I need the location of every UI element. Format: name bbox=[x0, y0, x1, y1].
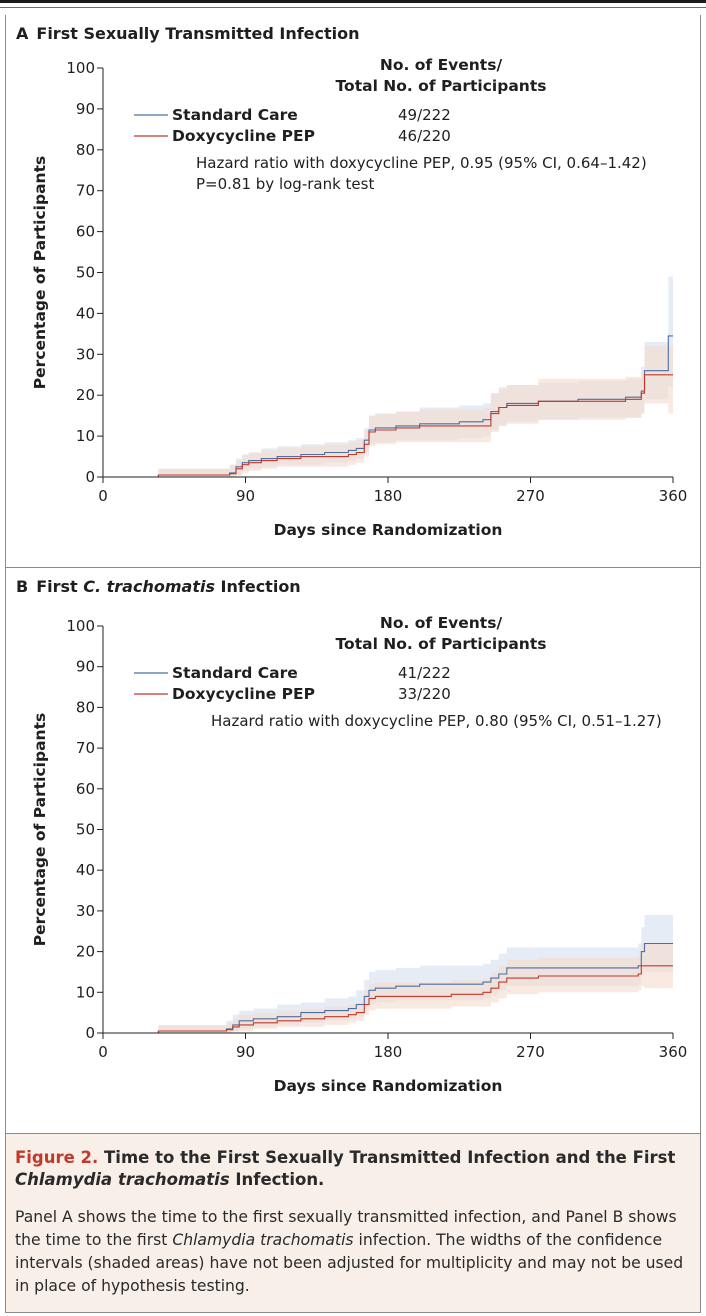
panel-a-line-standard-care bbox=[103, 335, 673, 478]
panel-a-line-doxycycline bbox=[103, 374, 673, 478]
panel-a-y-tick-label: 70 bbox=[76, 182, 95, 200]
panel-a-y-tick-label: 30 bbox=[76, 345, 95, 363]
panel-a-y-tick-label: 0 bbox=[85, 468, 95, 486]
panel-a-y-tick-label: 50 bbox=[76, 264, 95, 282]
panel-b-title: B First C. trachomatis Infection bbox=[16, 577, 301, 596]
panel-b-y-tick-label: 0 bbox=[85, 1024, 95, 1042]
panel-b-y-tick-label: 40 bbox=[76, 861, 95, 879]
panel-a-title-text: First Sexually Transmitted Infection bbox=[36, 24, 360, 43]
panel-a-hazard-ratio-text: Hazard ratio with doxycycline PEP, 0.95 … bbox=[196, 154, 647, 172]
panel-a-y-tick-label: 60 bbox=[76, 223, 95, 241]
panel-a-events-header-2: Total No. of Participants bbox=[336, 77, 547, 95]
figure-caption: Figure 2. Time to the First Sexually Tra… bbox=[5, 1133, 701, 1313]
panel-a-ci-band-standard-care bbox=[103, 276, 673, 477]
panel-a-y-tick-label: 80 bbox=[76, 141, 95, 159]
panel-a-legend-events-standard-care: 49/222 bbox=[398, 106, 451, 124]
caption-body-part-2: infection. The widths of the confidence … bbox=[15, 1231, 684, 1295]
panel-a-ci-band-doxycycline bbox=[103, 346, 673, 477]
panel-b-legend-label-standard-care: Standard Care bbox=[172, 664, 298, 682]
panel-a-y-tick-label: 10 bbox=[76, 427, 95, 445]
panel-b-title-text: First bbox=[36, 577, 84, 596]
panel-b-legend-label-doxycycline: Doxycycline PEP bbox=[172, 685, 315, 703]
panel-b-legend-events-standard-care: 41/222 bbox=[398, 664, 451, 682]
panel-b-ci-band-standard-care bbox=[103, 915, 673, 1033]
panel-b-letter: B bbox=[16, 577, 29, 596]
panel-a-legend-events-doxycycline: 46/220 bbox=[398, 127, 451, 145]
caption-body: Panel A shows the time to the first sexu… bbox=[15, 1206, 691, 1298]
panel-a-y-tick-label: 100 bbox=[66, 59, 95, 77]
caption-title-part-2: Infection. bbox=[229, 1170, 325, 1189]
top-rule bbox=[0, 0, 706, 3]
panel-b-events-header-1: No. of Events/ bbox=[380, 614, 503, 632]
panel-b-y-tick-label: 90 bbox=[76, 658, 95, 676]
caption-body-italic: Chlamydia trachomatis bbox=[172, 1231, 354, 1249]
panel-a-legend-label-doxycycline: Doxycycline PEP bbox=[172, 127, 315, 145]
panel-b-title-italic: C. trachomatis bbox=[83, 577, 215, 596]
panel-a-legend-label-standard-care: Standard Care bbox=[172, 106, 298, 124]
panel-a: A First Sexually Transmitted Infection 0 1… bbox=[5, 15, 701, 567]
top-rule-thin bbox=[0, 7, 706, 8]
panel-b-y-tick-label: 30 bbox=[76, 902, 95, 920]
panel-b-x-tick-label: 90 bbox=[236, 1043, 255, 1061]
panel-a-x-tick-label: 180 bbox=[374, 487, 403, 505]
panel-b-y-tick-label: 50 bbox=[76, 821, 95, 839]
panel-b: B First C. trachomatis Infection 0 10 20 30 4… bbox=[5, 567, 701, 1134]
panel-a-x-tick-label: 90 bbox=[236, 487, 255, 505]
panel-b-x-tick-label: 270 bbox=[516, 1043, 545, 1061]
panel-a-chart: 0 10 20 30 40 50 60 70 80 90 100 0 90 180 270 360 Days s… bbox=[31, 56, 688, 539]
panel-b-chart: 0 10 20 30 40 50 60 70 80 90 100 0 90 180 270 360 Days s… bbox=[31, 614, 688, 1095]
panel-b-y-tick-label: 20 bbox=[76, 943, 95, 961]
panel-a-x-tick-label: 0 bbox=[98, 487, 108, 505]
panel-a-y-tick-label: 20 bbox=[76, 386, 95, 404]
panel-b-y-tick-label: 10 bbox=[76, 983, 95, 1001]
panel-b-x-axis-label: Days since Randomization bbox=[274, 1077, 503, 1095]
panel-b-x-tick-label: 360 bbox=[659, 1043, 688, 1061]
panel-a-title: A First Sexually Transmitted Infection bbox=[16, 24, 360, 43]
panel-a-letter: A bbox=[16, 24, 29, 43]
panel-b-line-doxycycline bbox=[103, 965, 673, 1034]
caption-title: Figure 2. Time to the First Sexually Tra… bbox=[15, 1147, 687, 1191]
panel-b-legend-events-doxycycline: 33/220 bbox=[398, 685, 451, 703]
panel-a-p-value-text: P=0.81 by log-rank test bbox=[196, 175, 374, 193]
caption-figure-label: Figure 2. bbox=[15, 1148, 99, 1167]
panel-b-y-tick-label: 80 bbox=[76, 698, 95, 716]
caption-title-part-1: Time to the First Sexually Transmitted I… bbox=[98, 1148, 676, 1167]
panel-b-title-post: Infection bbox=[214, 577, 301, 596]
panel-a-y-tick-label: 90 bbox=[76, 100, 95, 118]
panel-b-y-tick-label: 70 bbox=[76, 739, 95, 757]
panel-a-y-axis-label: Percentage of Participants bbox=[31, 156, 49, 389]
panel-a-y-tick-label: 40 bbox=[76, 304, 95, 322]
panel-b-line-standard-care bbox=[103, 942, 673, 1034]
panel-b-x-tick-label: 180 bbox=[374, 1043, 403, 1061]
panel-b-hazard-ratio-text: Hazard ratio with doxycycline PEP, 0.80 … bbox=[211, 712, 662, 730]
panel-b-events-header-2: Total No. of Participants bbox=[336, 635, 547, 653]
panel-b-y-axis-label: Percentage of Participants bbox=[31, 713, 49, 946]
panel-a-x-tick-label: 270 bbox=[516, 487, 545, 505]
panel-a-events-header-1: No. of Events/ bbox=[380, 56, 503, 74]
panel-b-x-tick-label: 0 bbox=[98, 1043, 108, 1061]
caption-title-italic: Chlamydia trachomatis bbox=[15, 1170, 230, 1189]
panel-b-y-tick-label: 60 bbox=[76, 780, 95, 798]
panel-b-y-tick-label: 100 bbox=[66, 617, 95, 635]
caption-body-part-1: Panel A shows the time to the first sexu… bbox=[15, 1208, 677, 1249]
panel-a-x-axis-label: Days since Randomization bbox=[274, 521, 503, 539]
panel-a-x-tick-label: 360 bbox=[659, 487, 688, 505]
